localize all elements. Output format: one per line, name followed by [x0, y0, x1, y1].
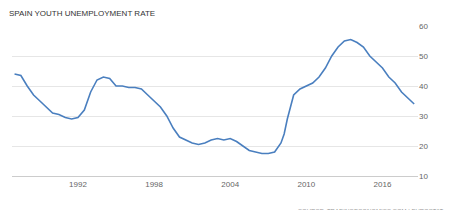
svg-text:50: 50 [419, 52, 428, 61]
svg-text:2016: 2016 [374, 180, 392, 189]
svg-text:30: 30 [419, 112, 428, 121]
svg-text:SPAIN YOUTH UNEMPLOYMENT RATE: SPAIN YOUTH UNEMPLOYMENT RATE [9, 9, 155, 18]
svg-text:1998: 1998 [145, 180, 163, 189]
svg-text:60: 60 [419, 22, 428, 31]
svg-text:40: 40 [419, 82, 428, 91]
svg-text:10: 10 [419, 172, 428, 181]
svg-text:SOURCE: TRADINGECONOMICS.COM |: SOURCE: TRADINGECONOMICS.COM | EUROSTAT [298, 208, 444, 210]
svg-text:2010: 2010 [297, 180, 315, 189]
svg-text:20: 20 [419, 142, 428, 151]
svg-text:2004: 2004 [221, 180, 239, 189]
svg-text:1992: 1992 [69, 180, 87, 189]
